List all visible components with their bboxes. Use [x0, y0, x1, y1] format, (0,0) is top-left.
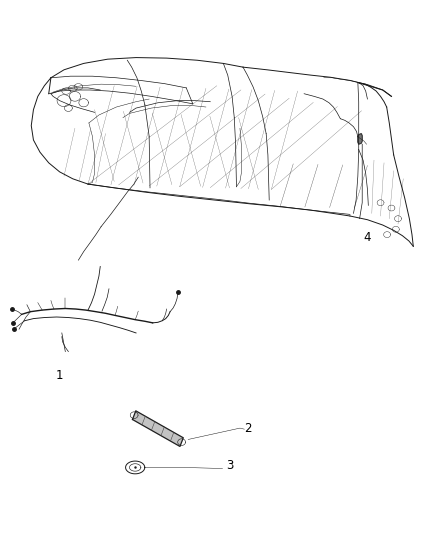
Text: 3: 3 [226, 459, 233, 472]
Polygon shape [358, 134, 362, 144]
Polygon shape [132, 411, 183, 447]
Text: 2: 2 [244, 422, 251, 435]
Text: 4: 4 [364, 231, 371, 244]
Text: 1: 1 [56, 369, 64, 382]
